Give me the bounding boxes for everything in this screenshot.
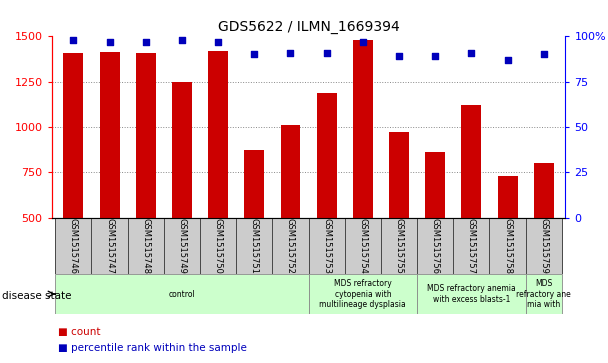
- Bar: [489, 218, 526, 274]
- Point: [105, 39, 114, 45]
- Bar: [454, 218, 489, 274]
- Text: GSM1515754: GSM1515754: [358, 218, 367, 274]
- Text: control: control: [168, 290, 195, 298]
- Bar: [272, 218, 308, 274]
- Point: [322, 50, 331, 56]
- Text: MDS
refractory ane
mia with: MDS refractory ane mia with: [516, 279, 571, 309]
- Bar: [308, 274, 417, 314]
- Text: ■ count: ■ count: [58, 327, 100, 337]
- Text: GSM1515758: GSM1515758: [503, 218, 512, 274]
- Bar: [308, 218, 345, 274]
- Bar: [63, 53, 83, 218]
- Point: [466, 50, 476, 56]
- Text: GSM1515750: GSM1515750: [213, 218, 223, 274]
- Bar: [425, 152, 445, 218]
- Bar: [164, 218, 200, 274]
- Title: GDS5622 / ILMN_1669394: GDS5622 / ILMN_1669394: [218, 20, 399, 34]
- Point: [177, 37, 187, 43]
- Text: MDS refractory
cytopenia with
multilineage dysplasia: MDS refractory cytopenia with multilinea…: [319, 279, 406, 309]
- Text: GSM1515759: GSM1515759: [539, 218, 548, 274]
- Bar: [100, 52, 120, 218]
- Point: [249, 52, 259, 57]
- Bar: [91, 218, 128, 274]
- Text: GSM1515748: GSM1515748: [141, 218, 150, 274]
- Text: GSM1515749: GSM1515749: [178, 218, 187, 274]
- Bar: [55, 274, 308, 314]
- Point: [430, 53, 440, 59]
- Point: [539, 52, 548, 57]
- Text: GSM1515753: GSM1515753: [322, 218, 331, 274]
- Bar: [172, 82, 192, 218]
- Bar: [236, 218, 272, 274]
- Text: GSM1515755: GSM1515755: [395, 218, 404, 274]
- Text: GSM1515747: GSM1515747: [105, 218, 114, 274]
- Bar: [55, 218, 91, 274]
- Bar: [389, 132, 409, 218]
- Point: [286, 50, 295, 56]
- Text: disease state: disease state: [2, 291, 71, 301]
- Bar: [244, 150, 264, 218]
- Point: [394, 53, 404, 59]
- Bar: [417, 274, 526, 314]
- Bar: [280, 125, 300, 218]
- Bar: [345, 218, 381, 274]
- Bar: [526, 274, 562, 314]
- Text: GSM1515756: GSM1515756: [430, 218, 440, 274]
- Bar: [381, 218, 417, 274]
- Bar: [200, 218, 236, 274]
- Bar: [461, 105, 482, 218]
- Point: [503, 57, 513, 63]
- Bar: [317, 93, 337, 218]
- Text: GSM1515752: GSM1515752: [286, 218, 295, 274]
- Bar: [208, 51, 228, 218]
- Bar: [497, 176, 517, 218]
- Point: [69, 37, 78, 43]
- Text: GSM1515746: GSM1515746: [69, 218, 78, 274]
- Point: [213, 39, 223, 45]
- Text: GSM1515757: GSM1515757: [467, 218, 476, 274]
- Bar: [526, 218, 562, 274]
- Bar: [353, 40, 373, 218]
- Text: GSM1515751: GSM1515751: [250, 218, 259, 274]
- Point: [358, 39, 368, 45]
- Bar: [534, 163, 554, 218]
- Bar: [417, 218, 454, 274]
- Text: MDS refractory anemia
with excess blasts-1: MDS refractory anemia with excess blasts…: [427, 284, 516, 304]
- Bar: [136, 53, 156, 218]
- Text: ■ percentile rank within the sample: ■ percentile rank within the sample: [58, 343, 247, 354]
- Bar: [128, 218, 164, 274]
- Point: [141, 39, 151, 45]
